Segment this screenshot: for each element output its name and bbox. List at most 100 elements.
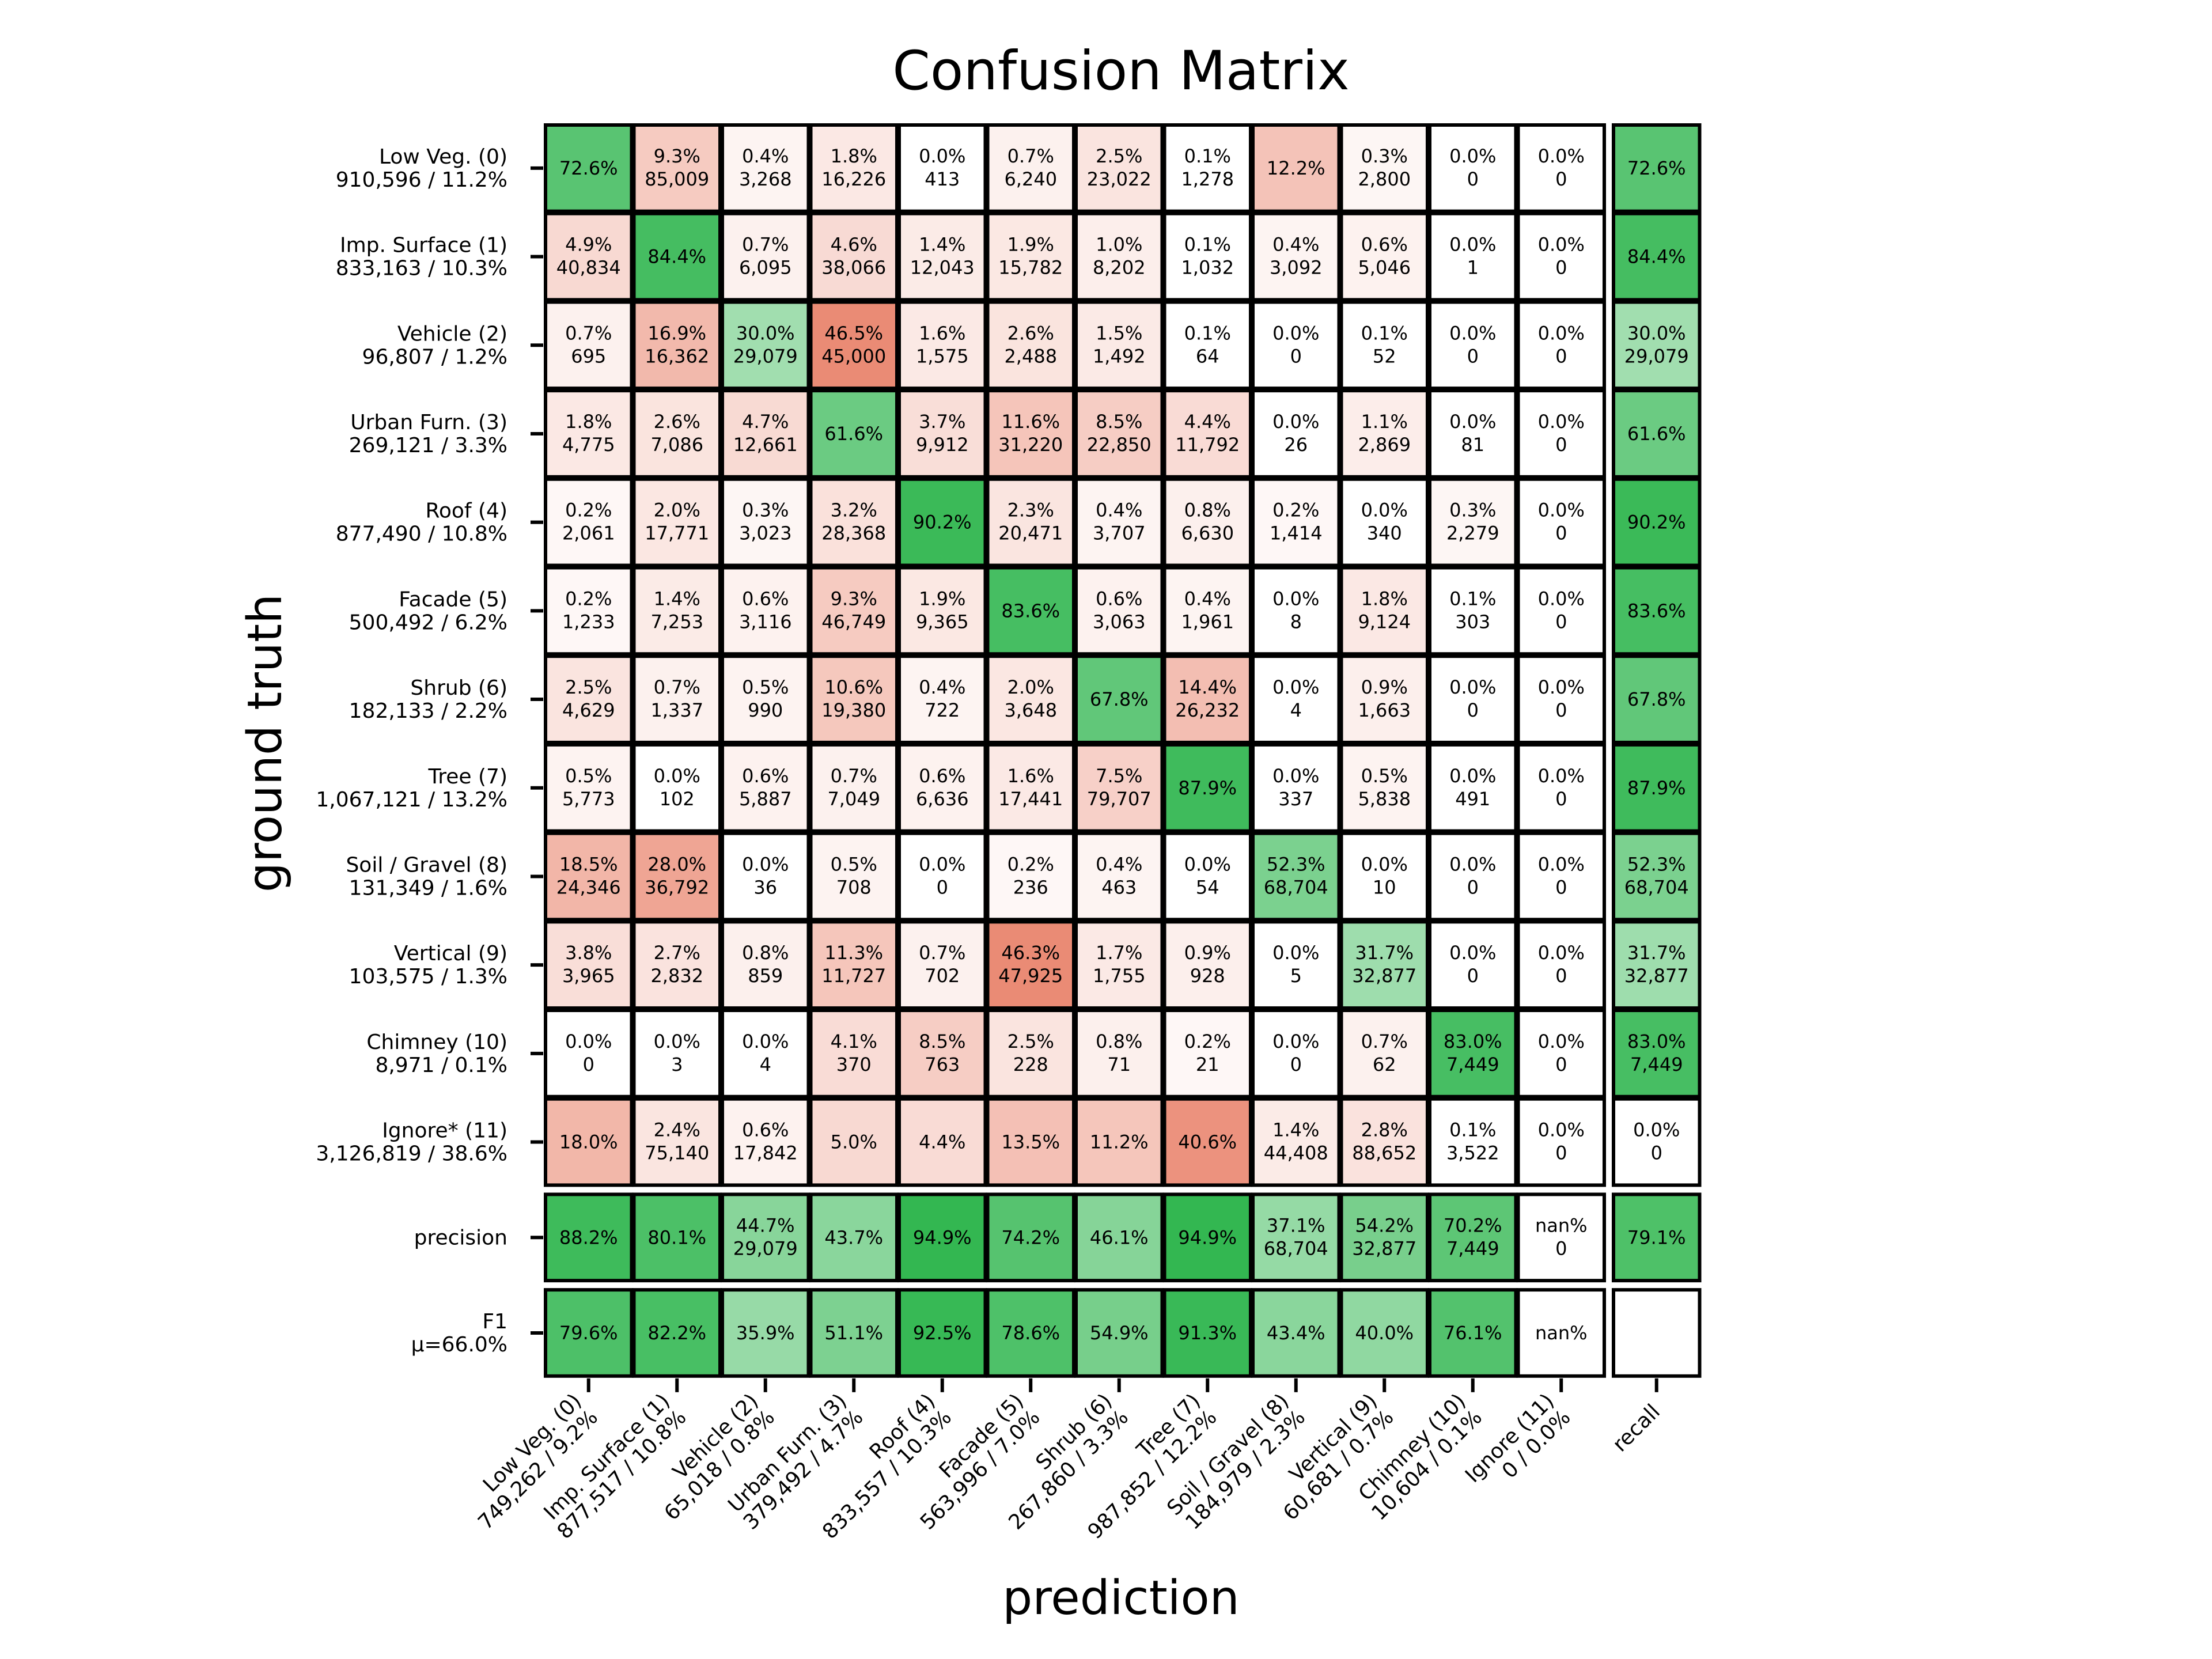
cell-count: 5,887: [739, 788, 792, 810]
cell-rect: [1428, 831, 1518, 922]
cell-percent: 91.3%: [1178, 1322, 1237, 1344]
cell-rect: [721, 211, 810, 302]
cell-rect: [809, 477, 899, 567]
matrix-cell: 0.0%0: [1428, 654, 1518, 744]
cell-count: 31,220: [998, 434, 1063, 456]
cell-rect: [809, 831, 899, 922]
cell-percent: 0.5%: [831, 853, 877, 875]
cell-percent: 0.6%: [742, 588, 789, 609]
matrix-cell: 5.0%: [809, 1097, 899, 1187]
cell-percent: 0.0%: [1184, 853, 1231, 875]
matrix-cell: 52.3%68,704: [1251, 831, 1341, 922]
matrix-cell: 3.7%9,912: [897, 389, 987, 479]
cell-percent: 0.0%: [1538, 942, 1585, 964]
cell-rect: [632, 1192, 722, 1283]
cell-rect: [1162, 389, 1252, 479]
matrix-cell: 35.9%: [721, 1288, 810, 1378]
cell-percent: 40.6%: [1178, 1131, 1237, 1153]
cell-percent: 2.6%: [1007, 322, 1054, 344]
cell-percent: 1.4%: [1272, 1119, 1319, 1141]
cell-percent: nan%: [1535, 1214, 1588, 1236]
cell-percent: 0.6%: [919, 765, 965, 787]
cell-percent: 0.3%: [1361, 145, 1408, 167]
cell-count: 4: [1290, 699, 1302, 721]
matrix-cell: 2.6%2,488: [986, 300, 1075, 391]
cell-count: 236: [1013, 876, 1048, 898]
cell-rect: [1339, 211, 1429, 302]
cell-count: 0: [1467, 699, 1479, 721]
matrix-cell: 31.7%32,877: [1339, 920, 1429, 1010]
cell-count: 26: [1284, 434, 1308, 456]
cell-percent: 0.0%: [1538, 411, 1585, 433]
matrix-cells: 72.6%9.3%85,0090.4%3,2681.8%16,2260.0%41…: [544, 123, 1702, 1378]
matrix-cell: 67.8%: [1074, 654, 1164, 744]
cell-count: 1,492: [1093, 345, 1146, 367]
matrix-cell: 0.4%3,092: [1251, 211, 1341, 302]
cell-rect: [1074, 300, 1164, 391]
y-tick-label: Tree (7): [428, 765, 507, 789]
cell-count: 15,782: [998, 257, 1063, 279]
cell-rect: [1251, 300, 1341, 391]
cell-percent: 0.0%: [1449, 234, 1496, 256]
cell-rect: [544, 920, 634, 1010]
cell-rect: [544, 831, 634, 922]
cell-rect: [632, 300, 722, 391]
cell-rect: [1074, 1097, 1164, 1187]
cell-rect: [1516, 831, 1606, 922]
cell-count: 708: [836, 876, 872, 898]
cell-rect: [1516, 300, 1606, 391]
cell-count: 3,522: [1446, 1142, 1499, 1164]
cell-rect: [986, 1288, 1075, 1378]
cell-rect: [1516, 123, 1606, 213]
row-labels: Low Veg. (0)910,596 / 11.2% Imp. Surface …: [316, 145, 543, 1357]
cell-percent: 11.3%: [824, 942, 883, 964]
cell-rect: [1074, 920, 1164, 1010]
cell-rect: [986, 300, 1075, 391]
cell-count: 7,449: [1446, 1237, 1499, 1259]
matrix-cell: 43.4%: [1251, 1288, 1341, 1378]
cell-count: 17,771: [645, 522, 709, 544]
matrix-cell: 11.3%11,727: [809, 920, 899, 1010]
cell-count: 1,755: [1093, 965, 1146, 987]
cell-count: 54: [1196, 876, 1219, 898]
cell-rect: [1516, 654, 1606, 744]
cell-count: 0: [1555, 1142, 1567, 1164]
cell-percent: 0.4%: [742, 145, 789, 167]
cell-count: 1,575: [916, 345, 969, 367]
matrix-cell: 43.7%: [809, 1192, 899, 1283]
cell-percent: 0.1%: [1449, 1119, 1496, 1141]
cell-percent: 28.0%: [647, 853, 706, 875]
cell-rect: [1428, 1009, 1518, 1099]
cell-rect: [1428, 477, 1518, 567]
matrix-cell: 11.6%31,220: [986, 389, 1075, 479]
cell-count: 6,240: [1004, 168, 1057, 190]
matrix-cell: 1.4%12,043: [897, 211, 987, 302]
cell-rect: [897, 211, 987, 302]
cell-rect: [986, 566, 1075, 656]
cell-rect: [1074, 1288, 1164, 1378]
cell-rect: [809, 211, 899, 302]
cell-rect: [1074, 743, 1164, 833]
matrix-cell: 76.1%: [1428, 1288, 1518, 1378]
cell-rect: [632, 743, 722, 833]
cell-rect: [544, 654, 634, 744]
cell-rect: [632, 920, 722, 1010]
cell-count: 413: [925, 168, 960, 190]
matrix-cell: 8.5%763: [897, 1009, 987, 1099]
matrix-cell: 2.7%2,832: [632, 920, 722, 1010]
cell-count: 0: [1555, 965, 1567, 987]
cell-percent: 0.0%: [1449, 411, 1496, 433]
cell-rect: [1612, 300, 1702, 391]
cell-percent: 11.2%: [1090, 1131, 1149, 1153]
cell-percent: 92.5%: [913, 1322, 972, 1344]
cell-percent: 4.1%: [831, 1031, 877, 1052]
cell-percent: 0.4%: [1272, 234, 1319, 256]
cell-count: 71: [1107, 1054, 1131, 1075]
cell-rect: [897, 1009, 987, 1099]
cell-rect: [986, 831, 1075, 922]
cell-percent: 83.6%: [1001, 600, 1060, 622]
cell-rect: [544, 477, 634, 567]
matrix-cell: 40.6%: [1162, 1097, 1252, 1187]
y-tick-sublabel: 8,971 / 0.1%: [375, 1054, 507, 1077]
cell-percent: 80.1%: [647, 1226, 706, 1248]
